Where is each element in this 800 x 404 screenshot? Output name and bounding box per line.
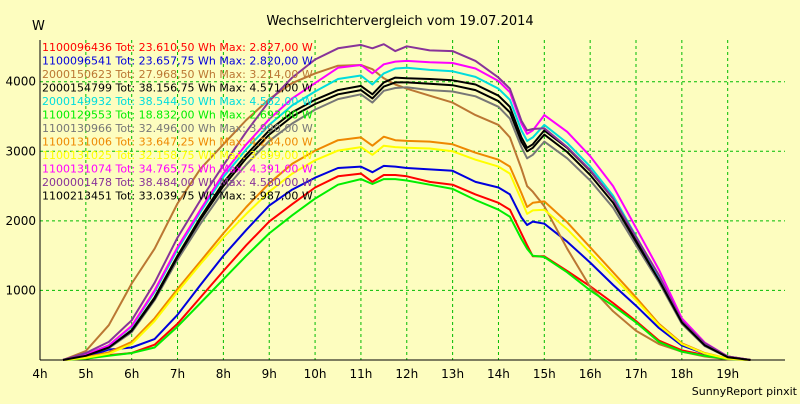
legend-entry-1100131074: 1100131074 Tot: 34.765,75 Wh Max: 4.391,… [42, 163, 313, 176]
y-tick-label: 2000 [5, 214, 36, 228]
y-axis-unit-label: W [32, 19, 45, 34]
chart-title: Wechselrichtervergleich vom 19.07.2014 [266, 14, 533, 29]
series-line-2000149932 [62, 66, 751, 361]
series-line-1100131074 [62, 59, 751, 361]
series-line-1100130966 [62, 86, 751, 361]
x-tick-label: 18h [670, 367, 693, 381]
x-tick-label: 14h [487, 367, 510, 381]
tick-labels: 4h 5h 6h 7h 8h 9h 10h 11h 12h 13h 14h 15h 16h 17h 18h 1… [5, 75, 739, 381]
legend-entry-2000001478: 2000001478 Tot: 38.484,00 Wh Max: 4.580,… [42, 176, 313, 189]
y-tick-label: 1000 [5, 283, 36, 297]
x-tick-label: 17h [625, 367, 648, 381]
legend-entry-1100130966: 1100130966 Tot: 32.496,00 Wh Max: 3.990,… [42, 122, 313, 135]
x-tick-label: 19h [716, 367, 739, 381]
legend-entry-1100131025: 1100131025 Tot: 32.158,75 Wh Max: 3.899,… [42, 149, 313, 162]
x-tick-label: 12h [395, 367, 418, 381]
series-line-2000150623 [62, 64, 751, 361]
footer-label: SunnyReport pinxit [692, 385, 798, 398]
series-line-2000001478 [62, 43, 751, 361]
legend-entry-1100131006: 1100131006 Tot: 33.647,25 Wh Max: 4.234,… [42, 136, 313, 149]
x-tick-label: 13h [441, 367, 464, 381]
x-tick-label: 5h [78, 367, 93, 381]
series-line-1100129553 [62, 178, 751, 361]
legend-entry-2000154799: 2000154799 Tot: 38.156,75 Wh Max: 4.571,… [42, 82, 313, 95]
x-tick-label: 7h [170, 367, 185, 381]
series-line-1100131006 [62, 135, 751, 361]
x-tick-label: 15h [533, 367, 556, 381]
x-tick-label: 10h [304, 367, 327, 381]
y-tick-label: 4000 [5, 75, 36, 89]
legend-entry-1100213451: 1100213451 Tot: 33.039,75 Wh Max: 3.987,… [42, 190, 313, 203]
series-line-1100096541 [62, 164, 751, 361]
y-tick-label: 3000 [5, 144, 36, 158]
series-lines [62, 43, 751, 361]
legend: 1100096436 Tot: 23.610,50 Wh Max: 2.827,… [42, 41, 313, 203]
x-tick-label: 9h [262, 367, 277, 381]
legend-entry-1100096541: 1100096541 Tot: 23.657,75 Wh Max: 2.820,… [42, 55, 313, 68]
legend-entry-2000149932: 2000149932 Tot: 38.544,50 Wh Max: 4.562,… [42, 95, 313, 108]
series-line-1100096436 [62, 172, 751, 361]
x-tick-label: 8h [216, 367, 231, 381]
x-tick-label: 16h [579, 367, 602, 381]
legend-entry-2000150623: 2000150623 Tot: 27.968,50 Wh Max: 3.214,… [42, 68, 313, 81]
x-tick-label: 4h [32, 367, 47, 381]
x-tick-label: 6h [124, 367, 139, 381]
series-line-1100213451 [62, 81, 751, 361]
axes [39, 40, 785, 361]
series-line-1100131025 [62, 144, 751, 361]
x-tick-label: 11h [349, 367, 372, 381]
legend-entry-1100096436: 1100096436 Tot: 23.610,50 Wh Max: 2.827,… [42, 41, 313, 54]
legend-entry-1100129553: 1100129553 Tot: 18.832,00 Wh Max: 2.693,… [42, 109, 313, 122]
